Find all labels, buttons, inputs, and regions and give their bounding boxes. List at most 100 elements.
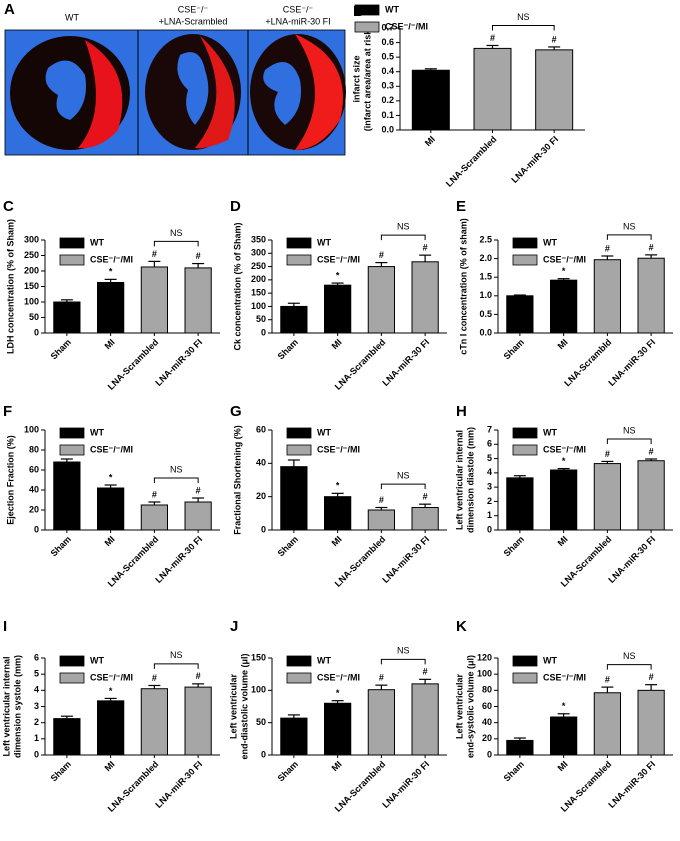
lumen (45, 60, 86, 120)
y-tick-label: 60 (482, 701, 492, 711)
bar (411, 683, 439, 756)
lumen (263, 62, 301, 125)
y-tick-label: 150 (24, 281, 39, 291)
y-tick-label: 80 (29, 444, 39, 454)
y-tick-label: 6 (487, 439, 492, 449)
significance-mark: # (605, 674, 610, 684)
bar (593, 259, 621, 334)
y-axis-label: Left ventricular internal (454, 430, 464, 530)
legend-swatch (512, 444, 538, 456)
y-tick-label: 0 (261, 749, 266, 759)
bar (506, 477, 534, 531)
ns-bracket (606, 664, 652, 670)
ns-bracket (153, 477, 199, 483)
x-tick-label: LNA-miR-30 FI (606, 759, 657, 810)
bar (97, 487, 125, 531)
x-tick-label: MI (423, 134, 437, 148)
bar (637, 460, 665, 531)
x-tick-label: LNA-miR-30 FI (380, 534, 431, 585)
y-tick-label: 80 (482, 685, 492, 695)
significance-mark: * (109, 267, 113, 277)
ns-label: NS (623, 651, 636, 661)
legend-swatch (286, 427, 312, 439)
x-tick-label: MI (556, 337, 570, 351)
legend-label: WT (317, 237, 331, 247)
significance-mark: * (336, 688, 340, 698)
y-tick-label: 40 (256, 458, 266, 468)
y-tick-label: 1.5 (479, 272, 492, 282)
y-tick-label: 0.5 (381, 52, 394, 62)
bar (97, 700, 125, 756)
y-tick-label: 0.0 (479, 327, 492, 337)
legend-label: WT (90, 655, 104, 665)
y-tick-label: 1 (487, 510, 492, 520)
legend-swatch (512, 427, 538, 439)
bar (593, 692, 621, 756)
x-tick-label: Sham (49, 534, 73, 558)
bar (473, 47, 512, 131)
y-tick-label: 0.7 (381, 22, 394, 32)
y-tick-label: 200 (251, 274, 266, 284)
bar (140, 266, 168, 334)
panel-letter: E (456, 198, 466, 215)
y-tick-label: 100 (251, 685, 266, 695)
y-tick-label: 0 (487, 524, 492, 534)
panel-letter: J (230, 618, 238, 635)
y-tick-label: 300 (251, 248, 266, 258)
y-tick-label: 0 (34, 327, 39, 337)
y-tick-label: 50 (256, 717, 266, 727)
significance-mark: # (152, 489, 157, 499)
bar (280, 466, 308, 531)
legend-swatch (286, 254, 312, 266)
significance-mark: # (649, 672, 654, 682)
y-tick-label: 50 (29, 312, 39, 322)
bar (53, 461, 81, 531)
y-tick-label: 120 (477, 652, 492, 662)
bar (367, 509, 395, 531)
y-tick-label: 0 (261, 524, 266, 534)
ns-bracket (380, 483, 426, 490)
y-tick-label: 250 (24, 250, 39, 260)
y-tick-label: 0 (487, 749, 492, 759)
y-tick-label: 40 (29, 484, 39, 494)
significance-mark: * (109, 472, 113, 482)
legend-swatch (512, 237, 538, 249)
y-tick-label: 5 (487, 453, 492, 463)
legend-swatch (286, 237, 312, 249)
bar (637, 257, 665, 334)
ns-label: NS (170, 228, 183, 238)
x-tick-label: Sham (502, 337, 526, 361)
bar (53, 301, 81, 334)
x-tick-label: MI (103, 534, 117, 548)
legend-label: CSE⁻/⁻/MI (543, 254, 586, 264)
panel-letter: A (4, 1, 15, 18)
y-tick-label: 100 (477, 669, 492, 679)
y-tick-label: 40 (482, 717, 492, 727)
x-tick-label: MI (556, 759, 570, 773)
ns-label: NS (623, 221, 636, 231)
legend-swatch (286, 444, 312, 456)
bar (184, 686, 212, 756)
lumen (177, 52, 209, 126)
y-tick-label: 4 (487, 467, 492, 477)
y-axis-label: Left ventricular (228, 674, 238, 740)
y-tick-label: 100 (24, 424, 39, 434)
significance-mark: * (336, 481, 340, 491)
ns-label: NS (397, 646, 410, 656)
sample-label: +LNA-miR-30 FI (265, 16, 330, 26)
y-tick-label: 20 (29, 504, 39, 514)
y-tick-label: 200 (24, 265, 39, 275)
ns-bracket (153, 663, 199, 669)
significance-mark: # (605, 243, 610, 253)
sample-label: CSE⁻/⁻ (178, 4, 209, 14)
ns-label: NS (517, 12, 530, 22)
legend-label: CSE⁻/⁻/MI (90, 254, 133, 264)
legend-swatch (59, 254, 85, 266)
significance-mark: # (379, 673, 384, 683)
significance-mark: # (423, 492, 428, 502)
ns-label: NS (397, 471, 410, 481)
y-tick-label: 300 (24, 234, 39, 244)
y-tick-label: 350 (251, 234, 266, 244)
legend-label: WT (543, 427, 557, 437)
